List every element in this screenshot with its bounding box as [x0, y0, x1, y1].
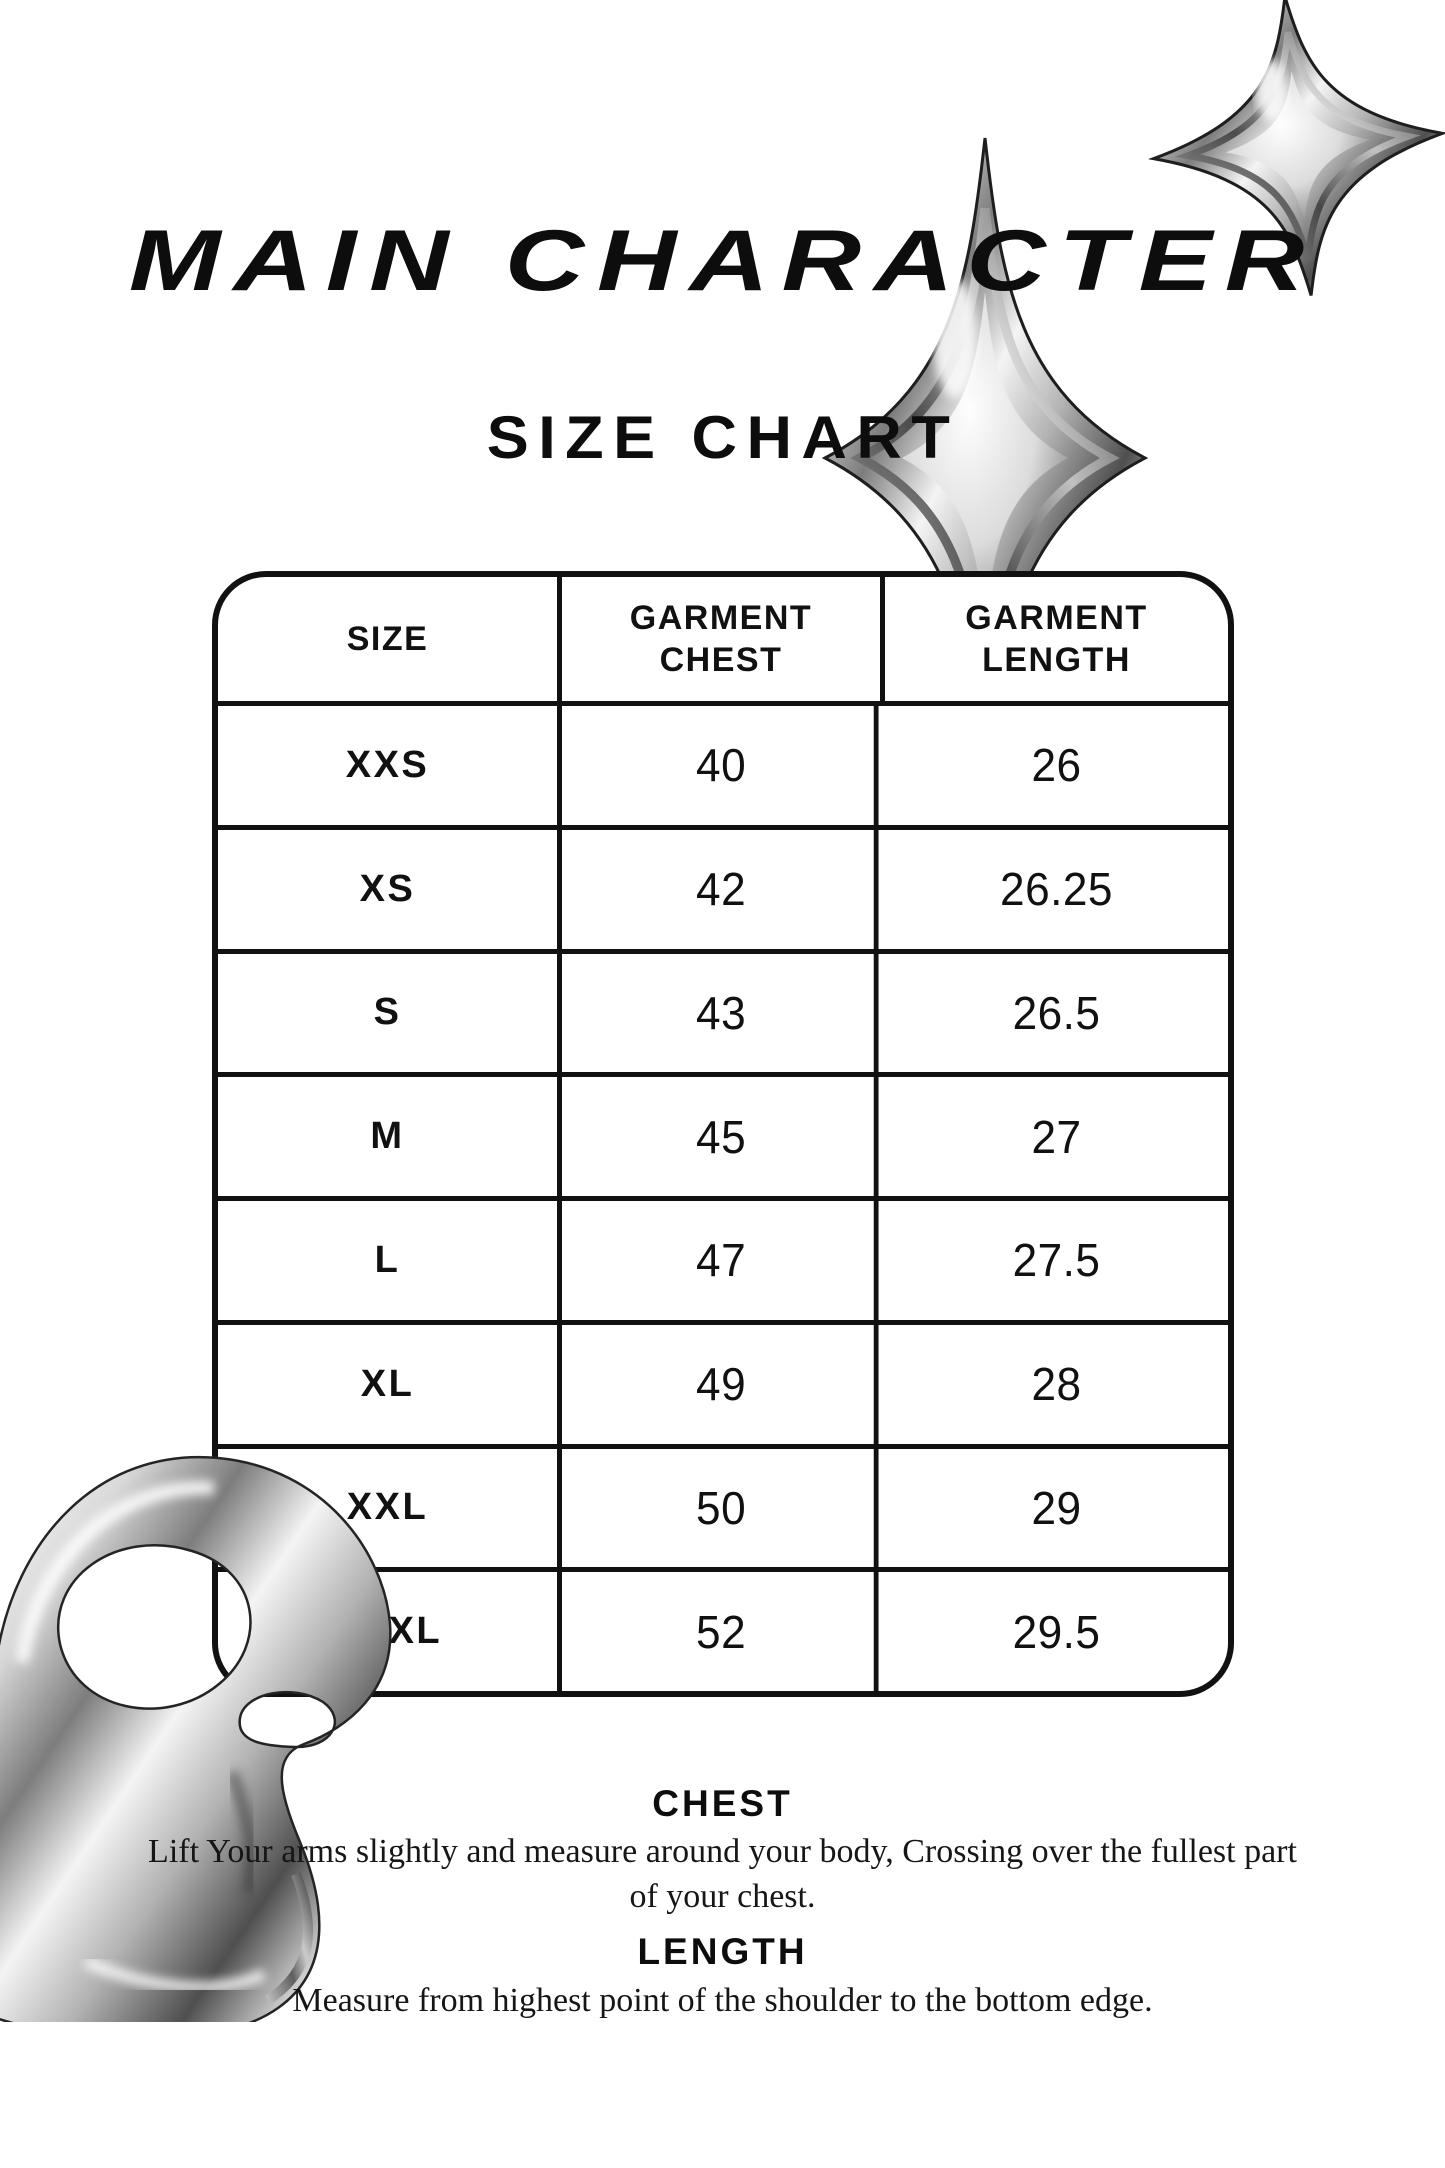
measure-guide: CHEST Lift Your arms slightly and measur…	[148, 1782, 1298, 2033]
column-header-garment-length: GARMENT LENGTH	[885, 577, 1228, 701]
garment-length-cell: 29.5	[1012, 1605, 1101, 1658]
brand-title: MAIN CHARACTER	[128, 213, 1317, 309]
table-row: XL 49 28	[218, 1319, 1228, 1444]
column-header-label: SIZE	[346, 619, 429, 658]
column-header-garment-chest: GARMENT CHEST	[562, 577, 885, 701]
garment-chest-cell: 45	[568, 1077, 879, 1196]
table-row: XXL 50 29	[218, 1443, 1228, 1568]
column-header-label: GARMENT CHEST	[629, 598, 813, 680]
chest-instructions: Lift Your arms slightly and measure arou…	[148, 1833, 1297, 1916]
size-cell: XXL	[218, 1448, 562, 1568]
garment-chest-cell: 42	[568, 829, 879, 949]
size-table: SIZE GARMENT CHEST GARMENT LENGTH XXS 40…	[212, 571, 1234, 1697]
garment-length-cell: 26.25	[1000, 863, 1113, 916]
garment-chest-cell: 40	[568, 706, 879, 825]
table-row: XS 42 26.25	[218, 824, 1228, 949]
size-cell: S	[218, 953, 562, 1073]
page-title-size-chart: SIZE CHART	[486, 404, 959, 471]
size-cell: M	[218, 1077, 562, 1196]
table-row: XXXL 52 29.5	[218, 1567, 1228, 1691]
length-instructions: Measure from highest point of the should…	[292, 1981, 1153, 2019]
garment-length-cell: 29	[1031, 1481, 1082, 1534]
size-cell: XL	[218, 1324, 562, 1444]
size-cell: XXS	[218, 706, 562, 825]
size-cell: L	[218, 1201, 562, 1320]
garment-length-cell: 26	[1031, 739, 1082, 792]
garment-length-cell: 28	[1031, 1358, 1082, 1411]
garment-chest-cell: 50	[568, 1448, 879, 1568]
chest-heading: CHEST	[652, 1783, 793, 1824]
garment-chest-cell: 47	[568, 1201, 879, 1320]
table-row: M 45 27	[218, 1072, 1228, 1196]
garment-length-cell: 27	[1031, 1110, 1082, 1163]
garment-chest-cell: 52	[568, 1572, 879, 1691]
garment-chest-cell: 49	[568, 1324, 879, 1444]
garment-length-cell: 26.5	[1012, 986, 1101, 1039]
length-heading: LENGTH	[637, 1931, 808, 1973]
table-row: S 43 26.5	[218, 948, 1228, 1073]
size-cell: XXXL	[218, 1572, 562, 1691]
table-row: L 47 27.5	[218, 1196, 1228, 1320]
column-header-label: GARMENT LENGTH	[965, 598, 1148, 680]
table-header-row: SIZE GARMENT CHEST GARMENT LENGTH	[218, 577, 1228, 701]
garment-chest-cell: 43	[568, 953, 879, 1073]
size-cell: XS	[218, 829, 562, 949]
column-header-size: SIZE	[218, 577, 562, 701]
garment-length-cell: 27.5	[1012, 1234, 1101, 1287]
table-row: XXS 40 26	[218, 701, 1228, 825]
